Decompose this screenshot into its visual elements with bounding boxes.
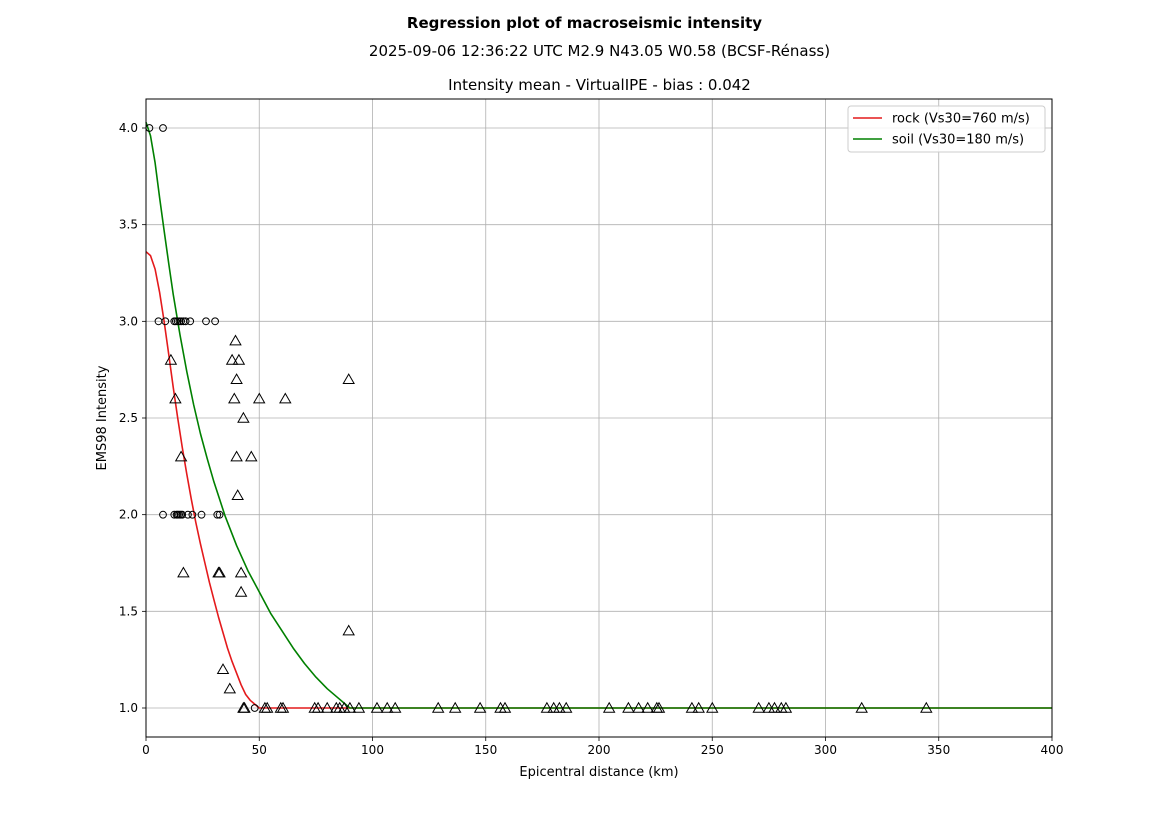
x-tick-label: 200 <box>588 743 611 757</box>
observation-circle <box>159 510 167 519</box>
observation-triangle <box>237 411 250 423</box>
observation-triangle <box>229 334 242 346</box>
y-tick-label: 1.0 <box>119 701 138 715</box>
observation-triangle <box>431 701 445 713</box>
observation-triangle <box>706 701 719 713</box>
y-tick-label: 2.5 <box>119 411 138 425</box>
observation-triangle <box>370 701 384 713</box>
x-tick-label: 300 <box>814 743 837 757</box>
observation-triangle <box>448 701 462 713</box>
observation-triangle <box>498 701 512 713</box>
observation-circle <box>159 124 167 132</box>
regression-line-soil <box>145 121 1052 709</box>
observation-triangle <box>855 701 868 713</box>
observation-triangle <box>234 585 248 597</box>
observation-triangle <box>540 701 554 713</box>
observation-triangle <box>174 450 188 462</box>
observation-triangle <box>342 373 355 384</box>
observation-triangle <box>169 392 182 404</box>
legend-label-soil: soil (Vs30=180 m/s) <box>892 133 1024 148</box>
observation-triangle <box>279 392 292 404</box>
observation-circle <box>177 317 186 326</box>
y-tick-label: 3.0 <box>119 314 138 328</box>
observation-circle <box>161 317 170 326</box>
observation-triangle <box>553 701 566 713</box>
observation-triangle <box>685 701 699 713</box>
observation-triangle <box>252 392 266 404</box>
y-tick-label: 4.0 <box>119 121 138 135</box>
y-axis-label: EMS98 Intensity <box>95 365 110 470</box>
observation-triangle <box>276 701 290 713</box>
observation-circle <box>250 704 259 712</box>
observation-triangle <box>768 701 781 713</box>
x-axis-label: Epicentral distance (km) <box>519 765 678 780</box>
grid <box>145 99 1053 737</box>
observation-triangle <box>223 682 237 694</box>
observation-circle <box>213 510 222 519</box>
regression-lines <box>145 121 1052 709</box>
plot-title: Intensity mean - VirtualIPE - bias : 0.0… <box>448 76 751 94</box>
observation-circle <box>178 510 187 519</box>
legend-label-rock: rock (Vs30=760 m/s) <box>892 112 1030 127</box>
observation-circle <box>215 510 224 519</box>
x-tick-label: 400 <box>1041 743 1064 757</box>
observation-triangle <box>213 566 226 578</box>
observation-triangle <box>473 701 487 713</box>
observation-triangle <box>225 353 239 365</box>
observation-circle <box>197 510 206 519</box>
observation-circle <box>181 317 190 326</box>
observation-triangle <box>692 701 705 713</box>
observation-triangle <box>920 701 933 713</box>
observation-triangle <box>230 450 243 462</box>
legend: rock (Vs30=760 m/s) soil (Vs30=180 m/s) <box>847 105 1046 153</box>
observation-circle <box>202 317 210 326</box>
observation-triangle <box>164 353 178 365</box>
observation-triangle <box>652 701 666 713</box>
observation-triangle <box>641 701 654 713</box>
data-points <box>145 124 933 713</box>
x-tick-label: 100 <box>361 743 384 757</box>
observation-triangle <box>559 701 573 713</box>
observation-triangle <box>343 701 357 713</box>
x-tick-label: 150 <box>474 743 497 757</box>
axis-ticks: 0 50 100 150 200 250 300 350 400 1.0 1.5 2.0 2.5 3.0 3… <box>119 121 1064 757</box>
x-tick-label: 350 <box>927 743 950 757</box>
observation-triangle <box>245 450 258 462</box>
observation-triangle <box>752 701 765 713</box>
observation-triangle <box>177 566 190 578</box>
observation-triangle <box>216 663 230 674</box>
chart-title: Regression plot of macroseismic intensit… <box>406 14 763 32</box>
legend-box <box>847 105 1046 153</box>
x-tick-label: 50 <box>252 743 267 757</box>
chart-subtitle: 2025-09-06 12:36:22 UTC M2.9 N43.05 W0.5… <box>368 42 831 60</box>
observation-triangle <box>238 701 251 713</box>
observation-triangle <box>234 566 248 578</box>
observation-triangle <box>779 701 793 713</box>
observation-triangle <box>231 489 244 500</box>
x-tick-label: 0 <box>142 743 150 757</box>
observation-circle <box>211 317 220 326</box>
observation-triangle <box>342 624 355 636</box>
observation-triangle <box>380 701 394 713</box>
observation-triangle <box>230 373 243 384</box>
y-tick-label: 2.0 <box>119 508 138 522</box>
observation-triangle <box>632 701 645 713</box>
observation-circle <box>188 510 197 519</box>
observation-triangle <box>622 701 635 713</box>
observation-triangle <box>260 701 274 713</box>
y-tick-label: 1.5 <box>119 604 138 618</box>
observation-triangle <box>388 701 402 713</box>
observation-triangle <box>352 701 366 713</box>
observation-circle <box>184 510 192 519</box>
observation-triangle <box>602 701 616 713</box>
x-tick-label: 250 <box>701 743 724 757</box>
observation-circle <box>186 317 195 326</box>
observation-triangle <box>311 701 325 713</box>
y-tick-label: 3.5 <box>119 218 138 232</box>
observation-triangle <box>320 701 334 713</box>
observation-triangle <box>228 392 241 404</box>
observation-triangle <box>232 353 246 365</box>
